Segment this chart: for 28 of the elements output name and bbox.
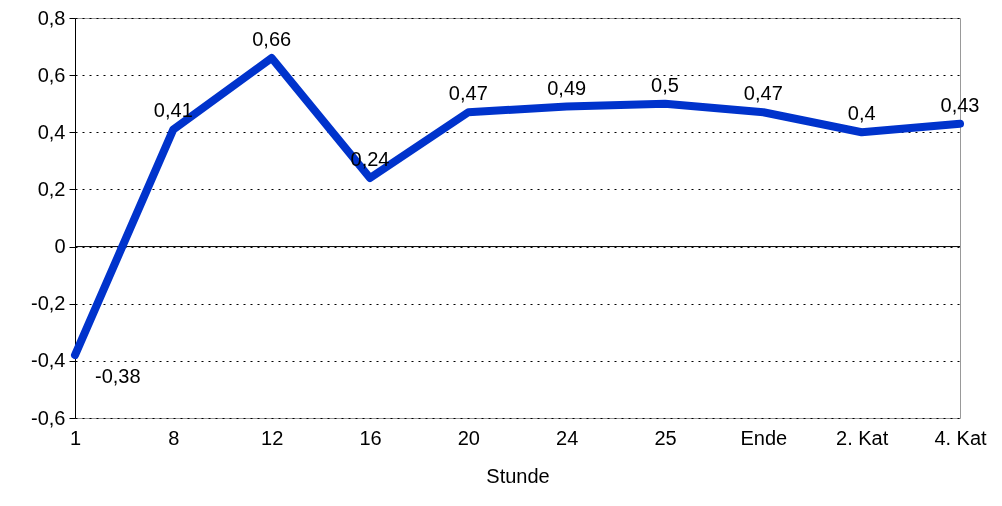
x-tick-label: 2. Kat	[836, 426, 889, 449]
y-tick-label: 0,2	[37, 177, 66, 200]
x-tick-label: 24	[556, 426, 579, 449]
data-label: 0,5	[651, 73, 679, 96]
y-tick-label: -0,2	[31, 292, 66, 315]
data-label: -0,38	[95, 365, 141, 388]
x-tick-label: 4. Kat	[934, 426, 988, 449]
x-tick-label: 16	[359, 426, 382, 449]
y-tick-label: 0	[54, 235, 66, 258]
x-tick-label: 20	[457, 426, 480, 449]
data-label: 0,47	[743, 82, 783, 105]
x-tick-label: 25	[654, 426, 677, 449]
x-tick-label: 1	[69, 426, 82, 449]
y-tick-label: 0,8	[37, 6, 66, 29]
data-label: 0,41	[153, 99, 193, 122]
y-tick-label: -0,6	[31, 406, 66, 429]
x-tick-label: 8	[168, 426, 180, 449]
y-tick-label: -0,4	[31, 349, 66, 372]
data-label: 0,47	[448, 82, 488, 105]
x-tick-label: 12	[261, 426, 284, 449]
data-label: 0,43	[940, 93, 980, 116]
data-label: 0,4	[847, 102, 876, 125]
x-tick-label: Ende	[740, 426, 788, 449]
x-axis-title: Stunde	[486, 464, 550, 487]
data-label: 0,66	[252, 28, 292, 50]
y-tick-label: 0,6	[37, 63, 66, 86]
y-tick-label: 0,4	[37, 120, 66, 143]
data-label: 0,49	[547, 76, 587, 99]
